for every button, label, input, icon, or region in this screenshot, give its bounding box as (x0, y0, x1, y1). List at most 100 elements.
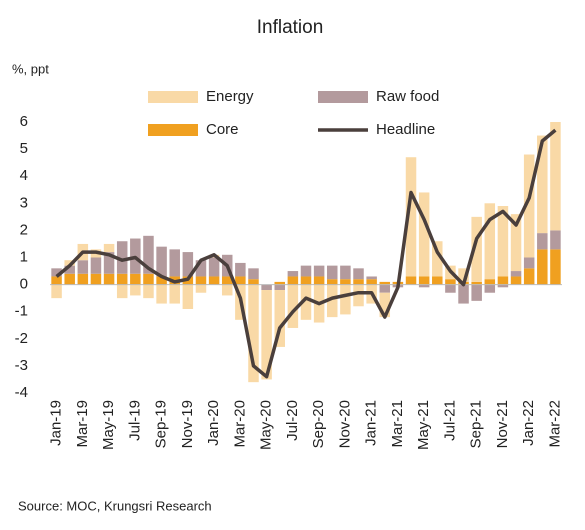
bar (143, 284, 154, 299)
bar (143, 235, 154, 274)
bar (156, 246, 167, 277)
bar (523, 154, 535, 258)
bar (77, 273, 89, 285)
x-tick-label: May-20 (258, 400, 275, 450)
bar (287, 276, 299, 285)
bar (51, 268, 62, 277)
bar (300, 265, 312, 277)
bar (379, 284, 391, 293)
bar (458, 284, 469, 304)
bar (130, 284, 141, 296)
bar (432, 241, 443, 277)
line (55, 128, 557, 379)
bar (537, 249, 548, 285)
bar (90, 273, 102, 285)
bar (510, 276, 522, 285)
bar (248, 268, 259, 280)
x-tick-label: Mar-21 (389, 400, 406, 448)
legend-label: Headline (376, 121, 435, 138)
y-tick-label: 0 (20, 276, 28, 293)
bar (313, 265, 325, 277)
x-tick-label: Sep-21 (468, 400, 485, 448)
y-tick-label: 6 (20, 113, 28, 130)
bar (523, 268, 535, 285)
bar (287, 284, 299, 328)
legend-label: Core (206, 121, 239, 138)
x-tick-label: Jan-21 (363, 400, 380, 446)
x-tick-label: Jan-22 (520, 400, 537, 446)
y-tick-label: 3 (20, 194, 28, 211)
x-tick-label: Jul-19 (126, 400, 143, 441)
y-tick-label: 1 (20, 248, 28, 265)
bar (537, 233, 548, 250)
y-tick-label: -4 (15, 384, 28, 401)
bar (353, 268, 364, 280)
bar (418, 192, 430, 277)
bar (64, 273, 75, 285)
x-tick-label: May-21 (415, 400, 432, 450)
bar (274, 290, 285, 347)
bar (327, 279, 338, 285)
bar (103, 273, 115, 285)
x-tick-label: Nov-21 (494, 400, 511, 448)
bar (221, 276, 233, 285)
bar (405, 157, 417, 277)
bar (497, 276, 509, 285)
bar (235, 262, 246, 277)
bar (313, 276, 325, 285)
bar (156, 276, 167, 285)
bar (130, 273, 141, 285)
bar (156, 284, 167, 304)
x-tick-label: Jul-20 (284, 400, 301, 441)
bar (143, 273, 154, 285)
source: Source: MOC, Krungsri Research (18, 498, 212, 513)
bar (484, 203, 496, 280)
bar (221, 284, 233, 296)
x-tick-label: Jul-21 (441, 400, 458, 441)
bar (195, 284, 207, 293)
bar (550, 230, 561, 250)
bar (484, 279, 496, 285)
bar (169, 284, 180, 304)
bar (261, 290, 272, 380)
y-tick-label: 4 (20, 167, 28, 184)
bar (366, 276, 377, 280)
bar (261, 284, 272, 291)
x-tick-label: Jan-19 (48, 400, 65, 446)
bar (116, 241, 128, 274)
bar (340, 265, 351, 280)
bar (235, 276, 246, 285)
legend: Energy Raw food Core Headline (148, 88, 439, 138)
bar (366, 279, 377, 285)
bar (116, 284, 128, 299)
bar (471, 284, 482, 301)
y-tick-label: -3 (15, 357, 28, 374)
bar (195, 260, 207, 277)
bar (90, 257, 102, 274)
legend-label: Energy (206, 88, 254, 105)
y-tick-label: -2 (15, 330, 28, 347)
bar (340, 279, 351, 285)
bar (51, 284, 62, 299)
y-tick-label: 5 (20, 140, 28, 157)
bar (169, 249, 180, 277)
y-axis-label: %, ppt (12, 61, 49, 76)
bar (550, 122, 561, 231)
bar (510, 214, 522, 272)
x-tick-label: Jan-20 (205, 400, 222, 446)
bar (432, 276, 443, 285)
bar (379, 292, 391, 318)
bar (353, 279, 364, 285)
y-tick-label: -1 (15, 303, 28, 320)
x-tick-label: Sep-20 (310, 400, 327, 448)
bar (248, 284, 259, 383)
bar (418, 276, 430, 285)
bar (327, 265, 338, 280)
bar (445, 284, 456, 293)
x-tick-label: Sep-19 (153, 400, 170, 448)
y-tick-label: 2 (20, 221, 28, 238)
bar (471, 281, 482, 285)
legend-swatch (318, 91, 368, 103)
